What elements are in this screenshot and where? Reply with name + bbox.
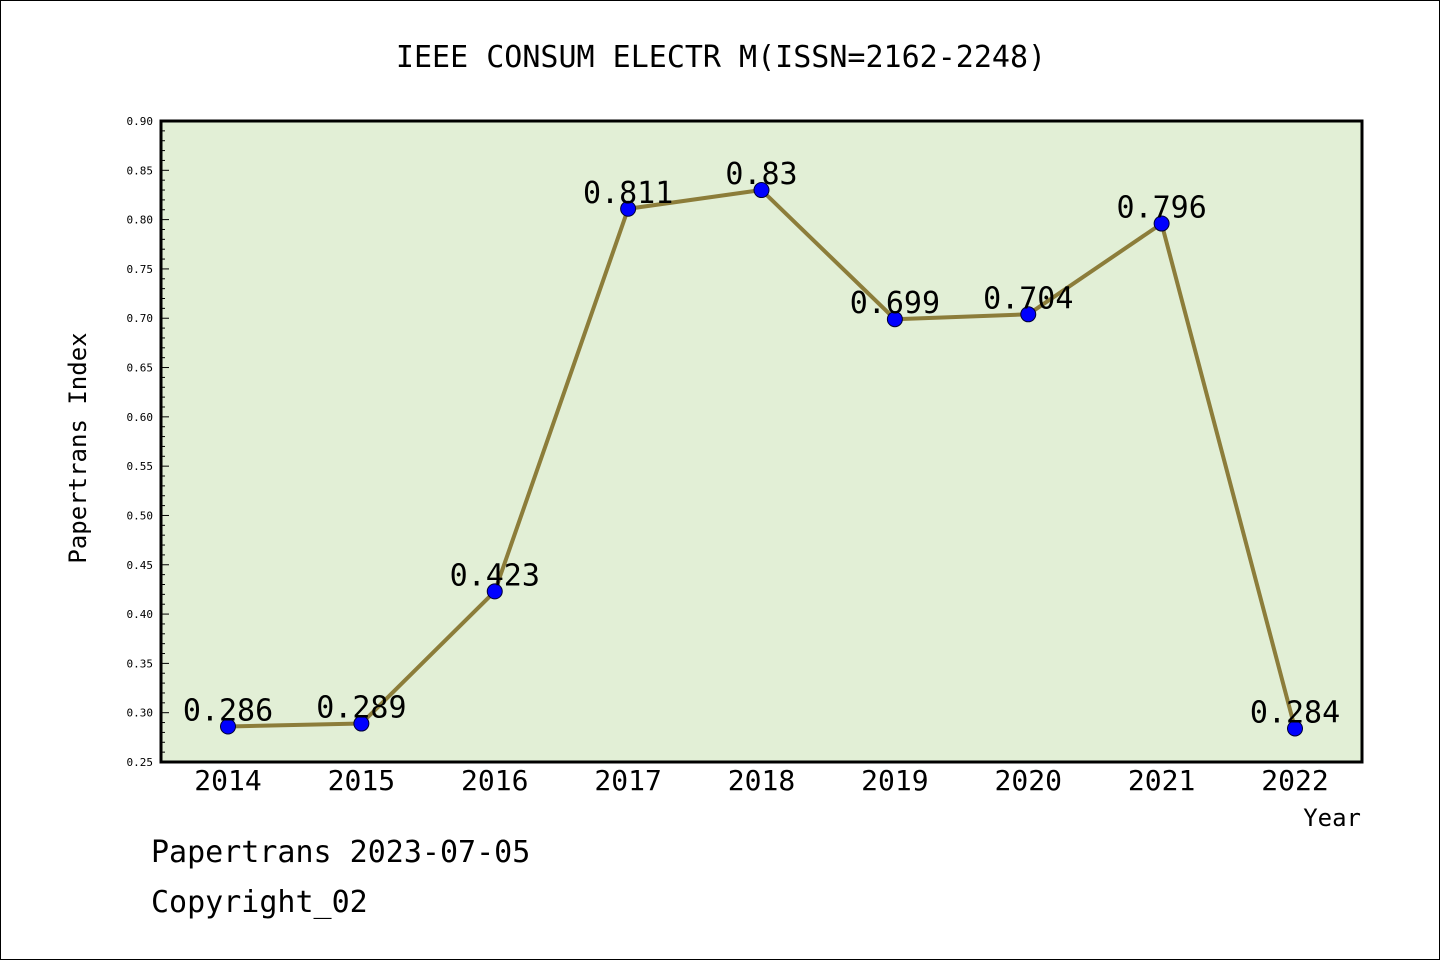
y-tick-label: 0.30: [127, 707, 154, 720]
footer-date: Papertrans 2023-07-05: [151, 835, 531, 870]
data-point: [1153, 215, 1170, 232]
data-label: 0.284: [1250, 695, 1340, 730]
x-tick-label: 2019: [861, 764, 928, 797]
data-point: [353, 715, 370, 732]
y-axis-label: Papertrans Index: [64, 332, 92, 563]
data-point: [220, 718, 236, 735]
data-label: 0.423: [450, 558, 540, 593]
y-tick-label: 0.60: [127, 411, 154, 424]
y-tick-label: 0.25: [127, 756, 154, 769]
y-tick-label: 0.55: [127, 460, 154, 473]
x-tick-label: 2022: [1261, 764, 1328, 797]
x-tick-label: 2014: [194, 764, 261, 797]
y-tick-label: 0.90: [127, 115, 154, 128]
y-tick-label: 0.35: [127, 657, 154, 670]
x-tick-label: 2015: [328, 764, 395, 797]
y-tick-label: 0.75: [127, 263, 154, 276]
y-tick-label: 0.70: [127, 312, 154, 325]
data-label: 0.811: [583, 176, 673, 211]
x-tick-label: 2020: [995, 764, 1062, 797]
y-tick-label: 0.65: [127, 362, 154, 375]
data-point: [753, 182, 770, 199]
y-tick-label: 0.40: [127, 608, 154, 621]
data-label: 0.704: [983, 281, 1073, 316]
data-label: 0.796: [1116, 191, 1206, 226]
x-tick-label: 2018: [728, 764, 795, 797]
x-axis: 2014 2015 2016 2017 2018 2019 2020 2021 2022: [194, 764, 1328, 797]
y-tick-label: 0.85: [127, 164, 154, 177]
y-axis: 0.25 0.30 0.35 0.40 0.45 0.50 0.55 0.60 0.65 0.70…: [127, 115, 169, 769]
data-point: [620, 200, 637, 217]
data-point: [1020, 306, 1037, 323]
data-label: 0.286: [183, 693, 273, 728]
data-labels: 0.286 0.289 0.423 0.811 0.83 0.699 0.704 0.796 0…: [183, 157, 1340, 730]
x-tick-label: 2021: [1128, 764, 1195, 797]
data-point: [886, 311, 903, 328]
x-tick-label: 2016: [461, 764, 528, 797]
chart-title: IEEE CONSUM ELECTR M(ISSN=2162-2248): [396, 40, 1046, 75]
footer-copyright: Copyright_02: [151, 885, 368, 920]
data-label: 0.699: [850, 286, 940, 321]
data-label: 0.289: [316, 691, 406, 726]
x-tick-label: 2017: [594, 764, 661, 797]
x-axis-label: Year: [1303, 804, 1361, 832]
y-tick-label: 0.50: [127, 509, 154, 522]
data-point: [486, 583, 503, 600]
y-tick-label: 0.45: [127, 559, 154, 572]
y-tick-label: 0.80: [127, 214, 154, 227]
data-markers: [220, 182, 1303, 737]
data-label: 0.83: [725, 157, 797, 192]
data-point: [1287, 720, 1303, 737]
